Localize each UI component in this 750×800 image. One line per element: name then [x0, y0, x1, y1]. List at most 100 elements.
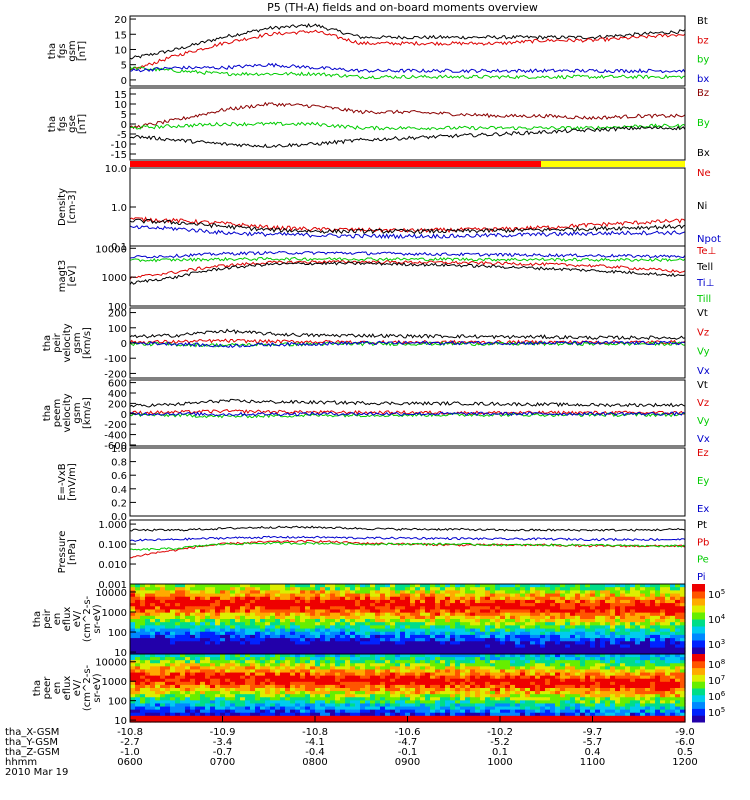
spectrogram-cell [370, 584, 376, 588]
spectrogram-cell [365, 644, 371, 649]
spectrogram-cell [610, 678, 616, 683]
spectrogram-cell [395, 700, 401, 705]
spectrogram-cell [655, 622, 661, 626]
spectrogram-cell [635, 634, 641, 639]
spectrogram-cell [175, 678, 181, 683]
spectrogram-cell [370, 660, 376, 664]
spectrogram-cell [180, 660, 186, 664]
spectrogram-cell [250, 675, 256, 680]
spectrogram-cell [595, 697, 601, 701]
spectrogram-cell [450, 675, 456, 680]
spectrogram-cell [270, 603, 276, 607]
spectrogram-cell [345, 672, 351, 677]
spectrogram-cell [200, 628, 206, 633]
spectrogram-cell [180, 715, 186, 720]
spectrogram-cell [165, 647, 171, 652]
spectrogram-cell [565, 599, 571, 604]
spectrogram-cell [590, 669, 596, 674]
spectrogram-cell [485, 712, 491, 717]
spectrogram-cell [660, 622, 666, 626]
spectrogram-cell [610, 625, 616, 630]
spectrogram-cell [130, 663, 136, 667]
spectrogram-cell [190, 641, 196, 646]
spectrogram-cell [315, 709, 321, 714]
spectrogram-cell [210, 715, 216, 720]
spectrogram-cell [560, 700, 566, 705]
spectrogram-cell [525, 593, 531, 598]
spectrogram-cell [505, 584, 511, 588]
spectrogram-cell [505, 663, 511, 667]
spectrogram-cell [175, 631, 181, 636]
spectrogram-cell [335, 590, 341, 595]
spectrogram-cell [650, 657, 656, 661]
spectrogram-cell [670, 688, 676, 692]
spectrogram-cell [415, 709, 421, 714]
spectrogram-cell [590, 672, 596, 677]
spectrogram-cell [330, 666, 336, 671]
spectrogram-cell [345, 638, 351, 642]
spectrogram-cell [150, 718, 156, 723]
spectrogram-cell [285, 599, 291, 604]
spectrogram-cell [680, 678, 686, 683]
spectrogram-cell [630, 634, 636, 639]
spectrogram-cell [465, 669, 471, 674]
spectrogram-cell [615, 628, 621, 633]
spectrogram-cell [495, 628, 501, 633]
spectrogram-cell [355, 660, 361, 664]
spectrogram-cell [630, 644, 636, 649]
spectrogram-cell [355, 619, 361, 623]
legend-entry: Ez [697, 448, 709, 459]
y-axis-label: [cm-3] [67, 190, 78, 223]
spectrogram-cell [520, 712, 526, 717]
spectrogram-cell [365, 663, 371, 667]
spectrogram-cell [135, 647, 141, 652]
spectrogram-cell [585, 615, 591, 620]
spectrogram-cell [640, 593, 646, 598]
spectrogram-cell [250, 650, 256, 655]
spectrogram-cell [180, 706, 186, 711]
spectrogram-cell [290, 663, 296, 667]
spectrogram-cell [380, 603, 386, 607]
spectrogram-cell [385, 628, 391, 633]
spectrogram-cell [555, 712, 561, 717]
spectrogram-cell [640, 672, 646, 677]
spectrogram-cell [490, 650, 496, 655]
spectrogram-cell [210, 590, 216, 595]
spectrogram-cell [340, 587, 346, 591]
spectrogram-cell [285, 647, 291, 652]
spectrogram-cell [570, 660, 576, 664]
spectrogram-cell [510, 703, 516, 708]
spectrogram-cell [505, 715, 511, 720]
spectrogram-cell [600, 703, 606, 708]
spectrogram-cell [245, 657, 251, 661]
spectrogram-cell [325, 681, 331, 686]
spectrogram-cell [450, 590, 456, 595]
spectrogram-cell [625, 712, 631, 717]
spectrogram-cell [240, 587, 246, 591]
spectrogram-cell [615, 634, 621, 639]
spectrogram-cell [395, 703, 401, 708]
spectrogram-cell [140, 703, 146, 708]
spectrogram-cell [465, 654, 471, 658]
spectrogram-cell [270, 678, 276, 683]
spectrogram-cell [510, 638, 516, 642]
spectrogram-cell [190, 599, 196, 604]
spectrogram-cell [445, 697, 451, 701]
spectrogram-cell [135, 675, 141, 680]
spectrogram-cell [610, 691, 616, 695]
spectrogram-cell [555, 657, 561, 661]
spectrogram-cell [490, 697, 496, 701]
spectrogram-cell [370, 700, 376, 705]
legend-entry: Vz [697, 327, 709, 338]
spectrogram-cell [465, 644, 471, 649]
spectrogram-cell [605, 638, 611, 642]
spectrogram-cell [285, 666, 291, 671]
spectrogram-cell [665, 694, 671, 698]
spectrogram-cell [150, 672, 156, 677]
spectrogram-cell [135, 688, 141, 692]
spectrogram-cell [365, 631, 371, 636]
spectrogram-cell [530, 681, 536, 686]
spectrogram-cell [510, 584, 516, 588]
spectrogram-cell [215, 641, 221, 646]
spectrogram-cell [175, 606, 181, 611]
